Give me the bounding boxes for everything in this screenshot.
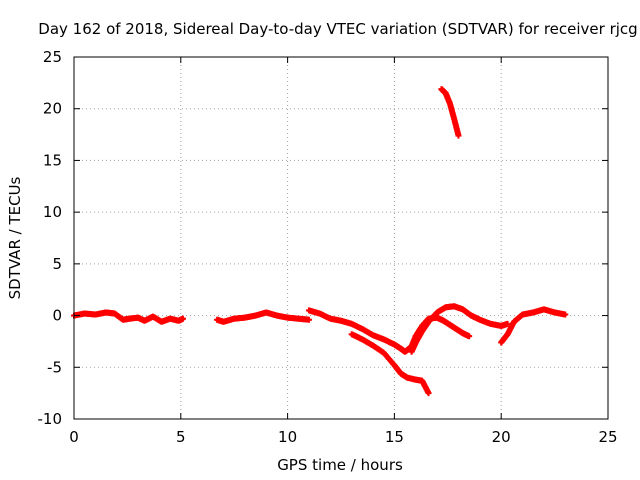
x-tick-label: 20 <box>492 428 511 446</box>
series-arc-6 <box>412 314 473 340</box>
series-arc-7 <box>498 306 569 346</box>
y-tick-label: 10 <box>43 203 62 221</box>
x-axis-label: GPS time / hours <box>277 456 403 474</box>
y-axis-label: SDTVAR / TECUs <box>6 176 24 299</box>
data-points <box>71 86 569 397</box>
y-ticks: -10 -5 0 5 10 15 20 25 <box>38 48 608 428</box>
chart-title: Day 162 of 2018, Sidereal Day-to-day VTE… <box>38 20 637 38</box>
x-tick-label: 0 <box>69 428 79 446</box>
series-arc-4 <box>348 331 432 397</box>
data-point <box>425 390 432 397</box>
y-tick-label: 15 <box>43 151 62 169</box>
x-ticks: 0 5 10 15 20 25 <box>69 57 618 446</box>
x-tick-label: 10 <box>278 428 297 446</box>
x-tick-label: 15 <box>385 428 404 446</box>
data-point <box>562 311 569 318</box>
data-point <box>466 333 473 340</box>
grid <box>74 57 608 419</box>
y-tick-label: -5 <box>47 358 62 376</box>
y-tick-label: 25 <box>43 48 62 66</box>
series-arc-3 <box>305 307 426 355</box>
data-point <box>305 316 312 323</box>
series-arc-1 <box>71 309 186 325</box>
series-arc-2 <box>214 309 312 325</box>
data-point <box>455 132 462 139</box>
data-point <box>504 320 511 327</box>
y-tick-label: 20 <box>43 100 62 118</box>
y-tick-label: 0 <box>52 307 62 325</box>
data-point <box>179 315 186 322</box>
x-tick-label: 5 <box>176 428 186 446</box>
x-tick-label: 25 <box>598 428 617 446</box>
series-arc-8 <box>438 86 462 139</box>
plot-frame <box>73 56 609 420</box>
y-tick-label: -10 <box>38 410 63 428</box>
y-tick-label: 5 <box>52 255 62 273</box>
